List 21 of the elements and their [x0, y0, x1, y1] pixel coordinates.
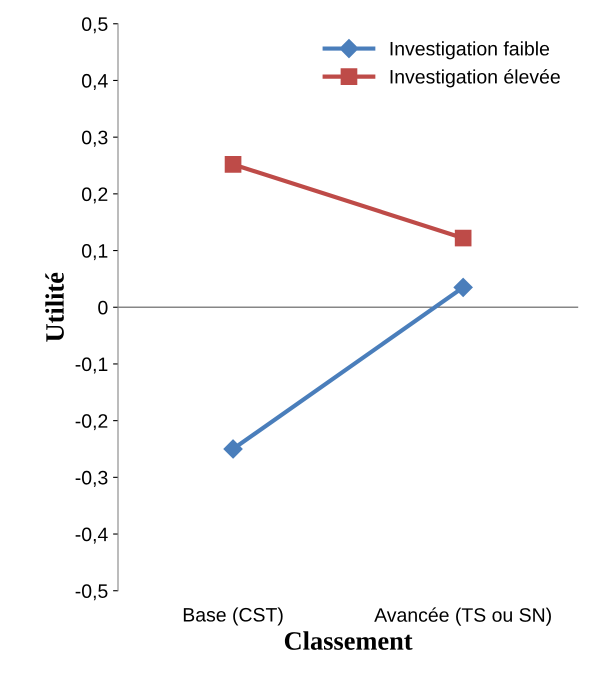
point — [224, 439, 243, 459]
point — [224, 156, 242, 173]
legend-label: Investigation faible — [390, 41, 550, 60]
x-tick-label: Base (CST) — [184, 607, 283, 626]
y-tick-label: 0 — [98, 300, 108, 314]
legend-label: Investigation élevée — [390, 69, 560, 88]
point — [454, 278, 473, 297]
y-tick-label: -0,4 — [76, 528, 108, 544]
y-tick-label: -0,1 — [76, 357, 108, 374]
y-tick-label: 0,5 — [82, 17, 108, 34]
y-tick-label: -0,3 — [76, 470, 108, 487]
x-axis-title: Classement — [284, 631, 412, 650]
y-axis-title: Utilité — [45, 272, 64, 342]
y-tick-label: 0,4 — [82, 74, 108, 90]
y-tick-label: 0,2 — [82, 187, 108, 204]
x-tick-label: Avancée (TS ou SN) — [374, 607, 551, 626]
y-tick-label: 0,1 — [82, 244, 108, 260]
y-tick-label: -0,5 — [76, 584, 108, 600]
y-tick-label: -0,2 — [76, 414, 108, 430]
point — [454, 230, 472, 246]
y-tick-label: 0,3 — [82, 130, 108, 147]
